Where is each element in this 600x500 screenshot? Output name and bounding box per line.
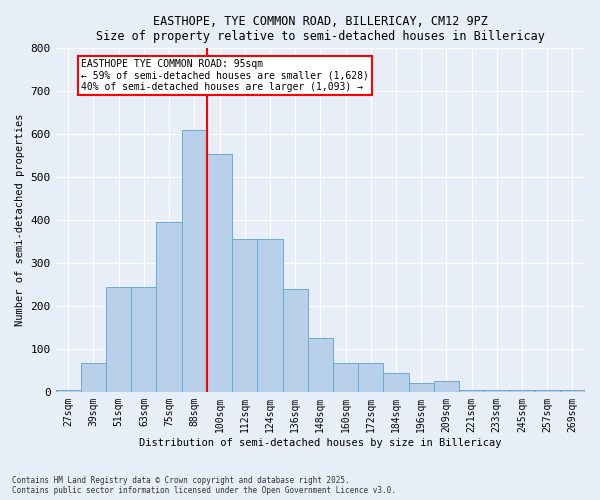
Bar xyxy=(358,362,383,392)
Bar xyxy=(484,390,509,392)
Bar xyxy=(509,390,535,392)
Bar xyxy=(257,240,283,392)
Bar xyxy=(459,390,484,392)
Bar xyxy=(333,362,358,392)
Bar xyxy=(383,372,409,392)
Bar xyxy=(207,154,232,392)
Bar xyxy=(106,286,131,392)
Bar xyxy=(56,390,81,392)
Bar xyxy=(182,130,207,392)
Bar xyxy=(131,286,157,392)
Bar xyxy=(232,240,257,392)
Bar xyxy=(308,338,333,392)
Y-axis label: Number of semi-detached properties: Number of semi-detached properties xyxy=(15,114,25,326)
Text: EASTHOPE TYE COMMON ROAD: 95sqm
← 59% of semi-detached houses are smaller (1,628: EASTHOPE TYE COMMON ROAD: 95sqm ← 59% of… xyxy=(81,59,369,92)
X-axis label: Distribution of semi-detached houses by size in Billericay: Distribution of semi-detached houses by … xyxy=(139,438,502,448)
Bar xyxy=(283,289,308,392)
Bar xyxy=(560,390,585,392)
Bar xyxy=(157,222,182,392)
Bar xyxy=(434,381,459,392)
Text: Contains HM Land Registry data © Crown copyright and database right 2025.
Contai: Contains HM Land Registry data © Crown c… xyxy=(12,476,396,495)
Bar xyxy=(535,390,560,392)
Bar xyxy=(409,383,434,392)
Title: EASTHOPE, TYE COMMON ROAD, BILLERICAY, CM12 9PZ
Size of property relative to sem: EASTHOPE, TYE COMMON ROAD, BILLERICAY, C… xyxy=(96,15,545,43)
Bar xyxy=(81,362,106,392)
